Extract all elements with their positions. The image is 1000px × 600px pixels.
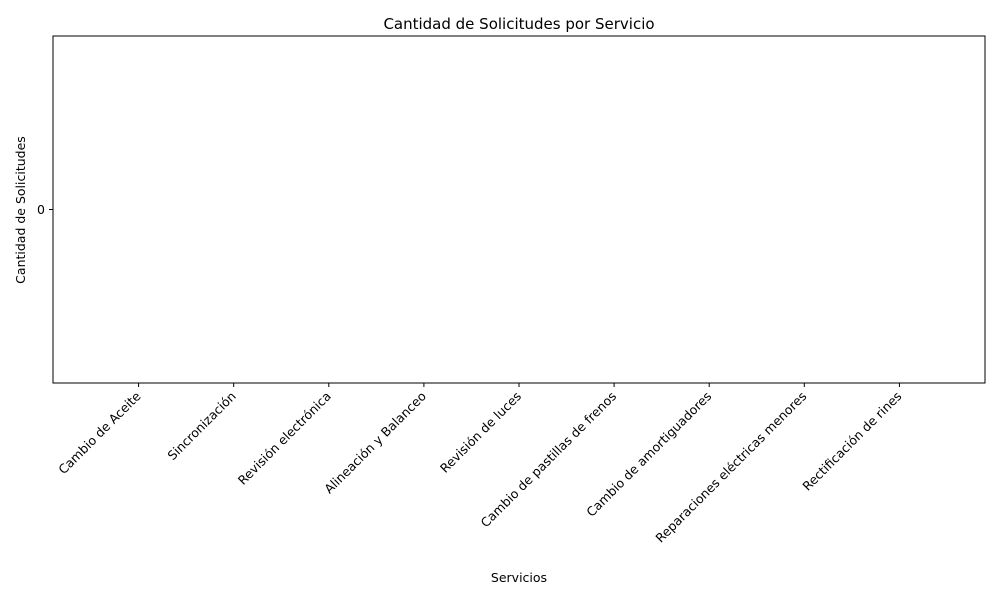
x-tick-label: Revisión electrónica bbox=[235, 389, 334, 488]
chart-title: Cantidad de Solicitudes por Servicio bbox=[383, 15, 654, 33]
x-tick-label: Rectificación de rines bbox=[799, 389, 904, 494]
x-tick-label: Revisión de luces bbox=[437, 389, 524, 476]
x-tick-label: Sincronización bbox=[164, 389, 238, 463]
x-axis-label: Servicios bbox=[491, 570, 547, 585]
y-axis-label: Cantidad de Solicitudes bbox=[13, 136, 28, 284]
x-tick-label: Reparaciones eléctricas menores bbox=[652, 389, 809, 546]
x-tick-label: Cambio de Aceite bbox=[55, 388, 144, 477]
x-tick-label: Alineación y Balanceo bbox=[321, 389, 429, 497]
plot-frame bbox=[52, 35, 986, 384]
y-tick-label: 0 bbox=[37, 202, 45, 217]
